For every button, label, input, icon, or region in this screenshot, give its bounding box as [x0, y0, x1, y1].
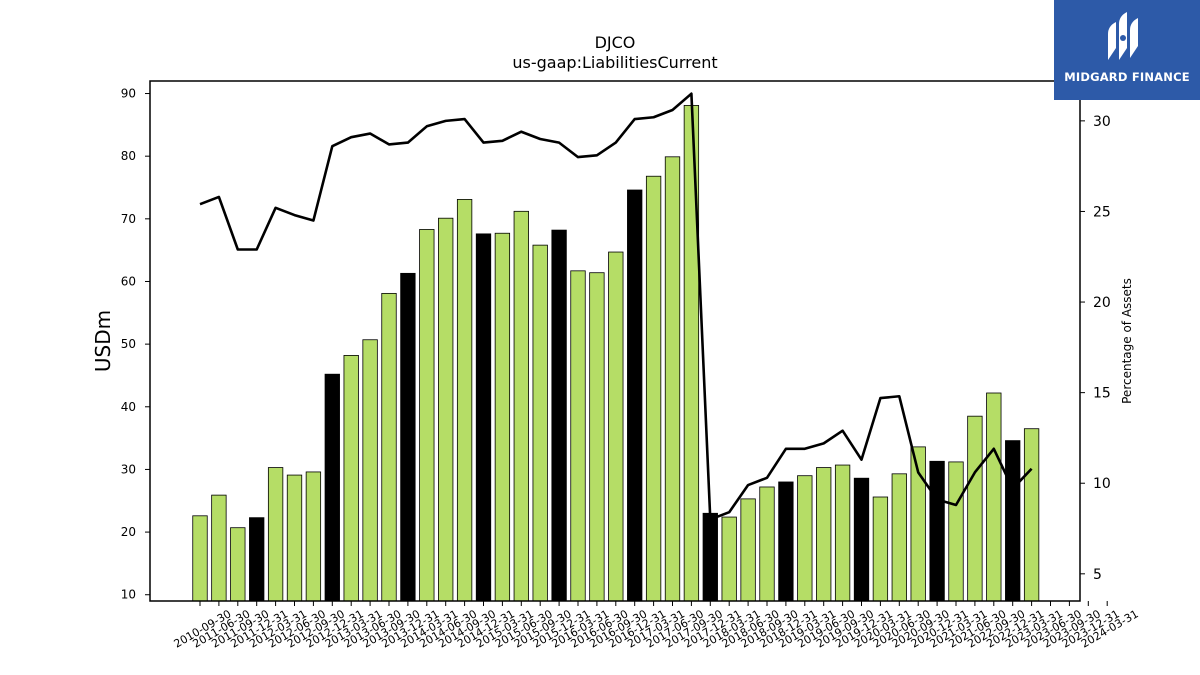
bar-11: [400, 272, 416, 602]
bar-series: [192, 105, 1040, 602]
left-tick-label-7: 80: [121, 149, 136, 163]
right-tick-label-0: 5: [1093, 567, 1102, 583]
bar-31: [778, 481, 794, 602]
bar-25: [664, 156, 681, 602]
right-axis-label: Percentage of Assets: [1120, 278, 1134, 404]
left-tick-label-8: 90: [121, 87, 136, 101]
bar-16: [494, 232, 511, 602]
bar-24: [645, 175, 662, 602]
bar-37: [891, 473, 907, 602]
bar-20: [570, 270, 586, 602]
bar-29: [740, 498, 756, 602]
bar-19: [551, 229, 567, 602]
bar-40: [948, 461, 964, 602]
bar-12: [419, 229, 435, 602]
bar-21: [589, 272, 605, 602]
right-tick-label-2: 15: [1093, 386, 1111, 402]
bar-36: [872, 496, 889, 602]
right-axis: 5 10 15 20 25 30: [1080, 114, 1111, 583]
bar-39: [929, 460, 945, 602]
left-tick-label-2: 30: [121, 462, 136, 476]
right-tick-label-3: 20: [1093, 295, 1111, 311]
bar-32: [797, 475, 813, 602]
bar-7: [324, 373, 340, 602]
left-axis: 10 20 30 40 50 60 70 80 90: [121, 87, 150, 602]
bar-9: [362, 339, 378, 602]
percentage-line: [199, 92, 1033, 521]
bar-34: [834, 464, 851, 602]
right-tick-label-4: 25: [1093, 204, 1111, 220]
bar-28: [721, 516, 737, 602]
brand-name: MIDGARD FINANCE: [1064, 70, 1190, 84]
bar-2: [230, 527, 246, 602]
bar-35: [853, 477, 870, 602]
bar-4: [267, 467, 284, 602]
left-tick-label-6: 70: [121, 212, 136, 226]
bar-14: [456, 199, 473, 602]
chart-subtitle: us-gaap:LiabilitiesCurrent: [512, 53, 717, 72]
bar-13: [438, 217, 454, 602]
bar-1: [211, 494, 227, 602]
chart-title: DJCO: [595, 33, 636, 52]
bar-41: [967, 415, 983, 602]
x-axis: 2010-09-302011-06-302011-09-302011-12-31…: [172, 601, 1141, 651]
left-tick-label-3: 40: [121, 400, 136, 414]
bar-6: [305, 471, 322, 602]
left-tick-label-1: 20: [121, 525, 136, 539]
bar-17: [513, 210, 529, 602]
bar-8: [343, 355, 359, 602]
brand-logo: MIDGARD FINANCE: [1054, 0, 1200, 100]
right-tick-label-1: 10: [1093, 476, 1111, 492]
left-tick-label-5: 60: [121, 274, 136, 288]
left-axis-label: USDm: [91, 310, 115, 372]
bar-23: [627, 189, 643, 602]
bar-10: [381, 292, 397, 602]
line-series: [199, 92, 1033, 521]
bar-22: [608, 251, 624, 602]
bar-42: [986, 392, 1002, 602]
bar-5: [286, 474, 303, 602]
left-tick-label-4: 50: [121, 337, 136, 351]
bar-3: [249, 517, 265, 602]
bar-33: [816, 467, 832, 602]
bar-18: [532, 244, 548, 602]
right-tick-label-5: 30: [1093, 114, 1111, 130]
bar-43: [1005, 440, 1021, 602]
bar-44: [1023, 428, 1040, 602]
bar-0: [192, 515, 208, 602]
bar-27: [702, 512, 718, 602]
bar-15: [475, 233, 492, 602]
bar-30: [759, 486, 775, 602]
plot-frame: [149, 80, 1081, 602]
brand-mark-icon: [1108, 12, 1138, 60]
left-tick-label-0: 10: [121, 588, 136, 602]
